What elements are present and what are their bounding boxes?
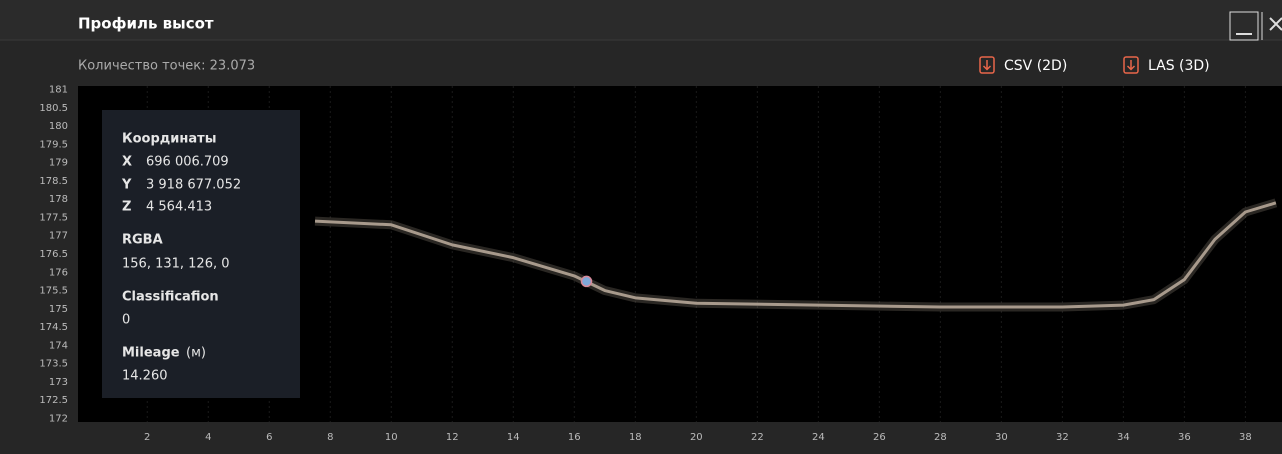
x-tick-label: 24 bbox=[812, 432, 825, 443]
y-tick-label: 176 bbox=[49, 267, 68, 278]
y-tick-label: 180 bbox=[49, 121, 68, 132]
mileage-value: 14.260 bbox=[122, 369, 168, 384]
x-tick-label: 28 bbox=[934, 432, 947, 443]
y-tick-label: 181 bbox=[49, 85, 68, 96]
mileage-unit: (м) bbox=[186, 346, 206, 361]
x-tick-label: 8 bbox=[327, 432, 333, 443]
csv-button[interactable]: CSV (2D) bbox=[980, 57, 1067, 74]
y-tick-label: 179 bbox=[49, 158, 68, 169]
x-tick-label: 38 bbox=[1239, 432, 1252, 443]
y-tick-label: 172 bbox=[49, 413, 68, 424]
y-value: 3 918 677.052 bbox=[146, 178, 241, 193]
x-tick-label: 6 bbox=[266, 432, 272, 443]
z-label: Z bbox=[122, 200, 131, 215]
x-tick-label: 4 bbox=[205, 432, 211, 443]
download-arrow bbox=[1128, 60, 1135, 70]
y-tick-label: 174 bbox=[49, 340, 68, 351]
y-tick-label: 174.5 bbox=[39, 322, 68, 333]
x-tick-label: 34 bbox=[1117, 432, 1130, 443]
x-tick-label: 12 bbox=[446, 432, 459, 443]
y-tick-label: 180.5 bbox=[39, 103, 68, 114]
x-label: X bbox=[122, 155, 132, 170]
las-label: LAS (3D) bbox=[1148, 58, 1210, 74]
las-button[interactable]: LAS (3D) bbox=[1124, 57, 1210, 74]
z-value: 4 564.413 bbox=[146, 200, 212, 215]
x-tick-label: 16 bbox=[568, 432, 581, 443]
x-tick-label: 22 bbox=[751, 432, 764, 443]
coords-title: Координаты bbox=[122, 132, 216, 147]
x-tick-label: 36 bbox=[1178, 432, 1191, 443]
y-tick-label: 173 bbox=[49, 377, 68, 388]
y-tick-label: 177 bbox=[49, 231, 68, 242]
x-value: 696 006.709 bbox=[146, 155, 229, 170]
download-arrow bbox=[984, 60, 991, 70]
x-tick-label: 14 bbox=[507, 432, 520, 443]
x-tick-label: 18 bbox=[629, 432, 642, 443]
y-tick-label: 173.5 bbox=[39, 359, 68, 370]
rgba-title: RGBA bbox=[122, 233, 163, 248]
x-tick-label: 20 bbox=[690, 432, 703, 443]
selected-point bbox=[582, 276, 592, 286]
y-tick-label: 172.5 bbox=[39, 395, 68, 406]
x-tick-label: 26 bbox=[873, 432, 886, 443]
y-label: Y bbox=[121, 178, 132, 193]
info-panel: Координаты X 696 006.709 Y 3 918 677.052… bbox=[102, 110, 300, 398]
window-title: Профиль высот bbox=[78, 15, 214, 33]
class-title: Classificafion bbox=[122, 290, 219, 305]
window: Профиль высот Количество точек: 23.073 C… bbox=[0, 0, 1282, 450]
mileage-title: Mileage bbox=[122, 346, 180, 361]
y-tick-label: 176.5 bbox=[39, 249, 68, 260]
y-tick-label: 177.5 bbox=[39, 212, 68, 223]
x-tick-label: 2 bbox=[144, 432, 150, 443]
x-tick-label: 30 bbox=[995, 432, 1008, 443]
y-tick-label: 179.5 bbox=[39, 139, 68, 150]
y-tick-label: 175.5 bbox=[39, 286, 68, 297]
x-tick-label: 10 bbox=[385, 432, 398, 443]
rgba-value: 156, 131, 126, 0 bbox=[122, 257, 230, 272]
y-tick-label: 178.5 bbox=[39, 176, 68, 187]
x-tick-label: 32 bbox=[1056, 432, 1069, 443]
points-count: Количество точек: 23.073 bbox=[78, 59, 255, 74]
y-tick-label: 178 bbox=[49, 194, 68, 205]
csv-label: CSV (2D) bbox=[1004, 58, 1067, 74]
class-value: 0 bbox=[122, 313, 130, 328]
page: Профиль высот Количество точек: 23.073 C… bbox=[0, 0, 1282, 450]
y-tick-label: 175 bbox=[49, 304, 68, 315]
